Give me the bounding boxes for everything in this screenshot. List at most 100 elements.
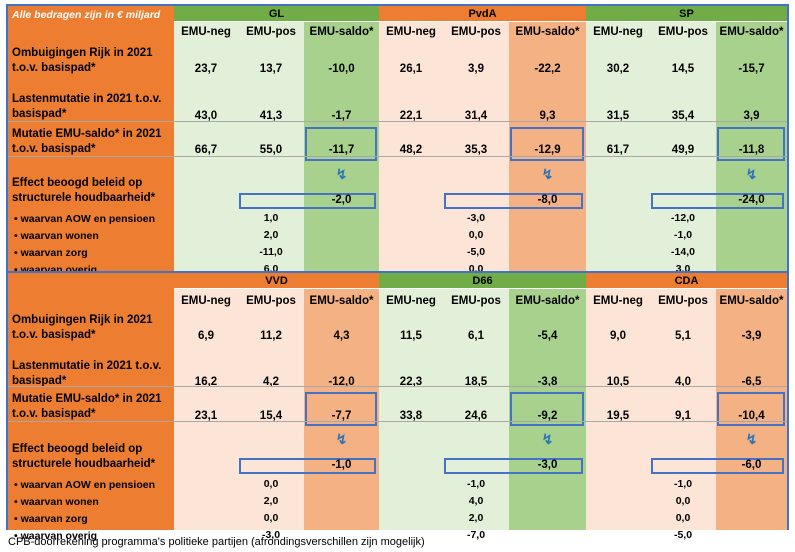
value-cell: 11,2 bbox=[260, 330, 282, 342]
column-header: EMU-neg bbox=[593, 26, 643, 38]
column-header: EMU-saldo* bbox=[719, 26, 784, 38]
sub-value: -11,0 bbox=[259, 246, 283, 258]
value-cell: 24,6 bbox=[464, 410, 488, 422]
highlight-box bbox=[305, 127, 377, 161]
row-label-line: Effect beoogd beleid op bbox=[12, 443, 143, 455]
effect-value: -2,0 bbox=[331, 194, 352, 206]
footer-note: CPB-doorrekening programma's politieke p… bbox=[8, 536, 425, 548]
sub-value: 2,0 bbox=[468, 512, 484, 524]
sub-row-label: • waarvan zorg bbox=[14, 247, 88, 259]
value-cell: -15,7 bbox=[738, 63, 765, 75]
highlight-box bbox=[239, 458, 376, 474]
value-cell: 14,5 bbox=[671, 63, 695, 75]
sub-value: 2,0 bbox=[263, 495, 279, 507]
party-header: VVD bbox=[174, 273, 379, 289]
arrow-icon: ↯ bbox=[541, 431, 554, 447]
party-comparison-table: Alle bedragen zijn in € miljard Ombuigin… bbox=[6, 4, 789, 542]
sub-value: -14,0 bbox=[671, 246, 695, 258]
value-cell: 23,1 bbox=[194, 410, 218, 422]
sub-column-bg bbox=[443, 289, 509, 530]
party-header: CDA bbox=[586, 273, 787, 289]
value-cell: 18,5 bbox=[464, 376, 488, 388]
grid-line bbox=[8, 421, 787, 422]
value-cell: -11,7 bbox=[328, 144, 355, 156]
column-header: EMU-saldo* bbox=[309, 295, 374, 307]
value-cell: 31,4 bbox=[464, 110, 488, 122]
value-cell: 22,1 bbox=[399, 110, 423, 122]
sub-value: -1,0 bbox=[673, 478, 693, 490]
sub-column-bg bbox=[443, 22, 509, 271]
row-label-line: Ombuigingen Rijk in 2021 bbox=[12, 47, 153, 59]
column-header: EMU-neg bbox=[181, 295, 231, 307]
value-cell: 55,0 bbox=[259, 144, 283, 156]
highlight-box bbox=[717, 392, 785, 426]
value-cell: -3,8 bbox=[537, 376, 558, 388]
value-cell: 4,2 bbox=[263, 376, 279, 388]
value-cell: 6,1 bbox=[468, 330, 484, 342]
party-column-d66: EMU-neg EMU-pos EMU-saldo* D66 11,5 6,1 -5,4 22… bbox=[379, 273, 586, 541]
sub-row-label: • waarvan AOW en pensioen bbox=[14, 479, 155, 491]
value-cell: 4,0 bbox=[675, 376, 691, 388]
effect-value: -24,0 bbox=[738, 194, 765, 206]
arrow-icon: ↯ bbox=[335, 166, 348, 182]
table-top-block: Alle bedragen zijn in € miljard Ombuigin… bbox=[8, 6, 787, 277]
block-separator bbox=[8, 271, 787, 273]
value-cell: -3,9 bbox=[741, 330, 762, 342]
value-cell: 49,9 bbox=[671, 144, 695, 156]
highlight-box bbox=[717, 127, 785, 161]
sub-value: 0,0 bbox=[675, 495, 691, 507]
effect-value: -8,0 bbox=[537, 194, 558, 206]
row-label: Ombuigingen Rijk in 2021 t.o.v. basispad* bbox=[12, 46, 153, 76]
value-cell: 6,9 bbox=[198, 330, 214, 342]
value-cell: 35,4 bbox=[671, 110, 695, 122]
value-cell: -10,4 bbox=[738, 410, 765, 422]
highlight-box bbox=[651, 193, 784, 209]
column-header: EMU-neg bbox=[593, 295, 643, 307]
value-cell: 33,8 bbox=[399, 410, 423, 422]
row-label-column: Ombuigingen Rijk in 2021 t.o.v. basispad*… bbox=[8, 273, 174, 542]
sub-column-bg bbox=[304, 22, 379, 271]
arrow-icon: ↯ bbox=[745, 166, 758, 182]
party-header: PvdA bbox=[379, 6, 586, 22]
value-cell: 11,5 bbox=[400, 330, 422, 342]
highlight-box bbox=[444, 458, 583, 474]
highlight-box bbox=[305, 392, 377, 426]
value-cell: 13,7 bbox=[259, 63, 283, 75]
column-header: EMU-pos bbox=[246, 295, 296, 307]
highlight-box bbox=[651, 458, 784, 474]
grid-line bbox=[8, 386, 787, 387]
sub-row-label: • waarvan wonen bbox=[14, 496, 99, 508]
table-bottom-block: Ombuigingen Rijk in 2021 t.o.v. basispad*… bbox=[8, 273, 787, 542]
value-cell: 66,7 bbox=[194, 144, 218, 156]
sub-value: -3,0 bbox=[466, 212, 486, 224]
highlight-box bbox=[444, 193, 583, 209]
sub-value: 2,0 bbox=[263, 229, 279, 241]
column-header: EMU-pos bbox=[658, 26, 708, 38]
party-column-pvda: EMU-neg EMU-pos EMU-saldo* PvdA 26,1 3,9 -22,2… bbox=[379, 6, 586, 275]
value-cell: -12,0 bbox=[328, 376, 355, 388]
value-cell: 43,0 bbox=[194, 110, 218, 122]
sub-column-bg bbox=[650, 289, 716, 530]
sub-column-bg bbox=[238, 289, 304, 530]
row-label-line: Mutatie EMU-saldo* in 2021 bbox=[12, 393, 162, 405]
effect-value: -3,0 bbox=[537, 459, 558, 471]
value-cell: 3,9 bbox=[743, 110, 760, 122]
row-label: Effect beoogd beleid op structurele houdb… bbox=[12, 442, 155, 472]
row-label-line: t.o.v. basispad* bbox=[12, 408, 96, 420]
value-cell: 9,0 bbox=[610, 330, 626, 342]
arrow-icon: ↯ bbox=[335, 431, 348, 447]
sub-value: -5,0 bbox=[466, 246, 486, 258]
sub-row-label: • waarvan zorg bbox=[14, 513, 88, 525]
sub-column-bg bbox=[650, 22, 716, 271]
value-cell: -1,7 bbox=[331, 110, 352, 122]
value-cell: 3,9 bbox=[468, 63, 484, 75]
row-label-line: t.o.v. basispad* bbox=[12, 143, 96, 155]
highlight-box bbox=[510, 127, 584, 161]
value-cell: 26,1 bbox=[399, 63, 423, 75]
value-cell: 35,3 bbox=[464, 144, 488, 156]
party-column-sp: EMU-neg EMU-pos EMU-saldo* SP 30,2 14,5 -15,7 3… bbox=[586, 6, 787, 275]
value-cell: 10,5 bbox=[606, 376, 630, 388]
value-cell: 19,5 bbox=[606, 410, 630, 422]
sub-value: 1,0 bbox=[263, 212, 279, 224]
arrow-icon: ↯ bbox=[745, 431, 758, 447]
